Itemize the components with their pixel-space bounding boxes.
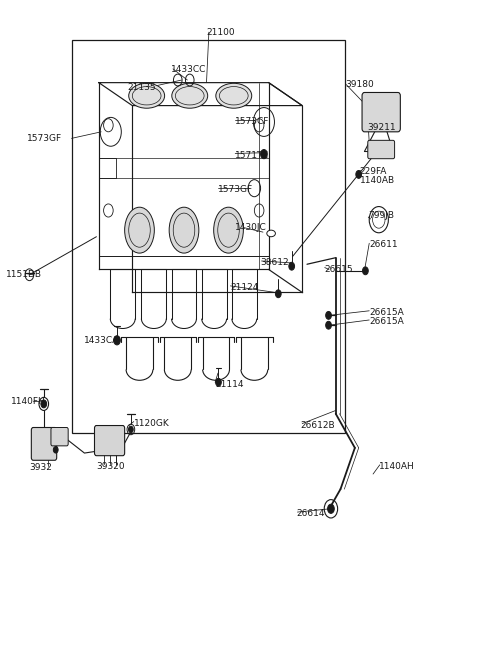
Text: 26611: 26611	[369, 240, 398, 249]
Circle shape	[276, 290, 281, 298]
Circle shape	[327, 504, 334, 513]
Ellipse shape	[216, 83, 252, 108]
Text: 21100: 21100	[206, 28, 235, 37]
Text: 39180: 39180	[345, 80, 374, 89]
Ellipse shape	[129, 83, 165, 108]
Text: 1140AB: 1140AB	[360, 176, 395, 185]
Text: 39211: 39211	[367, 124, 396, 132]
Text: 3932: 3932	[29, 463, 52, 472]
FancyBboxPatch shape	[51, 428, 68, 446]
Ellipse shape	[214, 207, 243, 253]
Text: 1573GF: 1573GF	[27, 134, 62, 143]
Ellipse shape	[125, 207, 155, 253]
Text: 1573GF: 1573GF	[217, 185, 252, 194]
Circle shape	[53, 447, 58, 453]
FancyBboxPatch shape	[31, 428, 57, 461]
Circle shape	[261, 150, 267, 159]
Text: 26615A: 26615A	[369, 308, 404, 317]
Bar	[72, 40, 345, 434]
Circle shape	[325, 311, 331, 319]
Text: 26615: 26615	[324, 265, 353, 274]
Text: 26615A: 26615A	[369, 317, 404, 327]
Circle shape	[41, 400, 47, 408]
Circle shape	[114, 336, 120, 345]
Text: 21114: 21114	[215, 380, 244, 389]
Text: 1151DB: 1151DB	[5, 270, 41, 279]
Text: 1140FH: 1140FH	[11, 397, 46, 407]
Text: 1571TC: 1571TC	[235, 151, 269, 160]
Text: 21124: 21124	[230, 283, 259, 292]
Circle shape	[325, 321, 331, 329]
Text: 799JB: 799JB	[368, 212, 394, 220]
Circle shape	[129, 426, 133, 433]
FancyBboxPatch shape	[362, 93, 400, 132]
Text: 1433CC: 1433CC	[170, 65, 206, 74]
Circle shape	[216, 378, 221, 386]
Circle shape	[362, 267, 368, 275]
Text: 26612B: 26612B	[301, 421, 336, 430]
Circle shape	[289, 262, 295, 270]
Text: 26614: 26614	[297, 509, 325, 518]
Text: 229FA: 229FA	[360, 167, 387, 175]
Text: 1430JC: 1430JC	[235, 223, 267, 232]
Circle shape	[356, 171, 361, 178]
Ellipse shape	[267, 230, 276, 237]
Text: 39320: 39320	[96, 462, 125, 470]
FancyBboxPatch shape	[368, 141, 395, 159]
FancyBboxPatch shape	[95, 426, 125, 456]
Text: 1140AH: 1140AH	[379, 462, 415, 470]
Text: 38612: 38612	[261, 258, 289, 267]
Ellipse shape	[169, 207, 199, 253]
Text: 1120GK: 1120GK	[134, 419, 169, 428]
Ellipse shape	[172, 83, 208, 108]
Text: 1433CA: 1433CA	[84, 336, 120, 345]
Text: 1573CF: 1573CF	[235, 118, 270, 127]
Text: 21135: 21135	[128, 83, 156, 93]
